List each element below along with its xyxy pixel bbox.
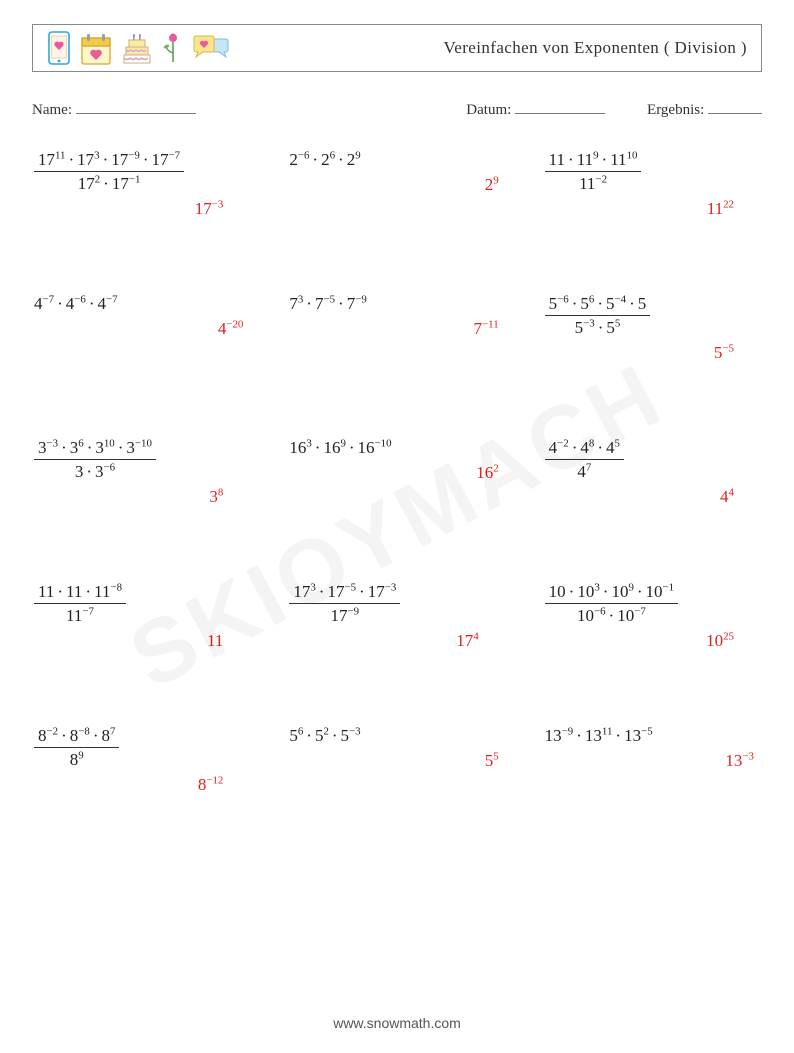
problem-3: 11·119·111011−2 1122 xyxy=(545,151,760,217)
expression: 11·119·111011−2 xyxy=(545,151,760,192)
meta-row: Name: Datum: Ergebnis: xyxy=(32,100,762,119)
expression: 73·7−5·7−9 xyxy=(289,295,504,312)
problem-9: 4−2·48·4547 44 xyxy=(545,439,760,505)
expression: 10·103·109·10−110−6·10−7 xyxy=(545,583,760,624)
problems-grid: 1711·173·17−9·17−7172·17−117−32−6·26·292… xyxy=(32,151,762,793)
answer: 1122 xyxy=(545,200,760,217)
answer: 8−12 xyxy=(34,776,249,793)
answer: 162 xyxy=(289,464,504,481)
problem-1: 1711·173·17−9·17−7172·17−1 17−3 xyxy=(34,151,249,217)
answer: 1025 xyxy=(545,632,760,649)
answer: 44 xyxy=(545,488,760,505)
answer: 7−11 xyxy=(289,320,504,337)
date-blank xyxy=(515,100,605,114)
answer: 55 xyxy=(289,752,504,769)
result-label: Ergebnis: xyxy=(647,102,704,118)
expression: 1711·173·17−9·17−7172·17−1 xyxy=(34,151,249,192)
answer: 38 xyxy=(34,488,249,505)
problem-14: 56·52·5−3 55 xyxy=(289,727,504,793)
expression: 2−6·26·29 xyxy=(289,151,504,168)
problem-6: 5−6·56·5−4·55−3·55 5−5 xyxy=(545,295,760,361)
result-blank xyxy=(708,100,762,114)
calendar-heart-icon xyxy=(81,33,111,65)
problem-13: 8−2·8−8·8789 8−12 xyxy=(34,727,249,793)
page-title: Vereinfachen von Exponenten ( Division ) xyxy=(444,38,748,58)
expression: 4−7·4−6·4−7 xyxy=(34,295,249,312)
date-label: Datum: xyxy=(466,102,511,118)
name-blank xyxy=(76,100,196,114)
expression: 3−3·36·310·3−103·3−6 xyxy=(34,439,249,480)
answer: 174 xyxy=(289,632,504,649)
problem-11: 173·17−5·17−317−9 174 xyxy=(289,583,504,649)
problem-5: 73·7−5·7−9 7−11 xyxy=(289,295,504,361)
answer: 4−20 xyxy=(34,320,249,337)
problem-15: 13−9·1311·13−5 13−3 xyxy=(545,727,760,793)
footer-url: www.snowmath.com xyxy=(0,1015,794,1031)
answer: 29 xyxy=(289,176,504,193)
problem-10: 11·11·11−811−7 11 xyxy=(34,583,249,649)
cake-icon xyxy=(121,33,153,65)
chat-heart-icon xyxy=(193,35,229,65)
expression: 56·52·5−3 xyxy=(289,727,504,744)
expression: 163·169·16−10 xyxy=(289,439,504,456)
answer: 11 xyxy=(34,632,249,649)
problem-8: 163·169·16−10 162 xyxy=(289,439,504,505)
expression: 13−9·1311·13−5 xyxy=(545,727,760,744)
expression: 4−2·48·4547 xyxy=(545,439,760,480)
phone-heart-icon xyxy=(47,31,71,65)
problem-2: 2−6·26·29 29 xyxy=(289,151,504,217)
header-box: Vereinfachen von Exponenten ( Division ) xyxy=(32,24,762,72)
name-label: Name: xyxy=(32,102,72,118)
answer: 13−3 xyxy=(545,752,760,769)
problem-12: 10·103·109·10−110−6·10−7 1025 xyxy=(545,583,760,649)
problem-4: 4−7·4−6·4−7 4−20 xyxy=(34,295,249,361)
expression: 11·11·11−811−7 xyxy=(34,583,249,624)
answer: 5−5 xyxy=(545,344,760,361)
rose-icon xyxy=(163,31,183,65)
problem-7: 3−3·36·310·3−103·3−6 38 xyxy=(34,439,249,505)
expression: 173·17−5·17−317−9 xyxy=(289,583,504,624)
header-icons xyxy=(47,31,229,65)
expression: 5−6·56·5−4·55−3·55 xyxy=(545,295,760,336)
expression: 8−2·8−8·8789 xyxy=(34,727,249,768)
answer: 17−3 xyxy=(34,200,249,217)
